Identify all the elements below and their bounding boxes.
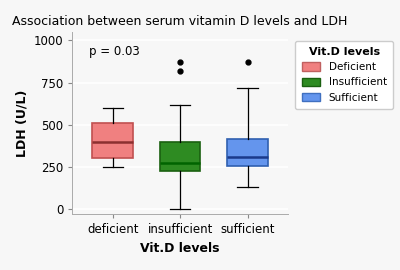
- X-axis label: Vit.D levels: Vit.D levels: [140, 242, 220, 255]
- Legend: Deficient, Insufficient, Sufficient: Deficient, Insufficient, Sufficient: [295, 41, 393, 109]
- Text: p = 0.03: p = 0.03: [90, 45, 140, 58]
- Y-axis label: LDH (U/L): LDH (U/L): [15, 89, 28, 157]
- Title: Association between serum vitamin D levels and LDH: Association between serum vitamin D leve…: [12, 15, 348, 28]
- PathPatch shape: [160, 142, 200, 171]
- PathPatch shape: [92, 123, 133, 158]
- PathPatch shape: [227, 139, 268, 166]
